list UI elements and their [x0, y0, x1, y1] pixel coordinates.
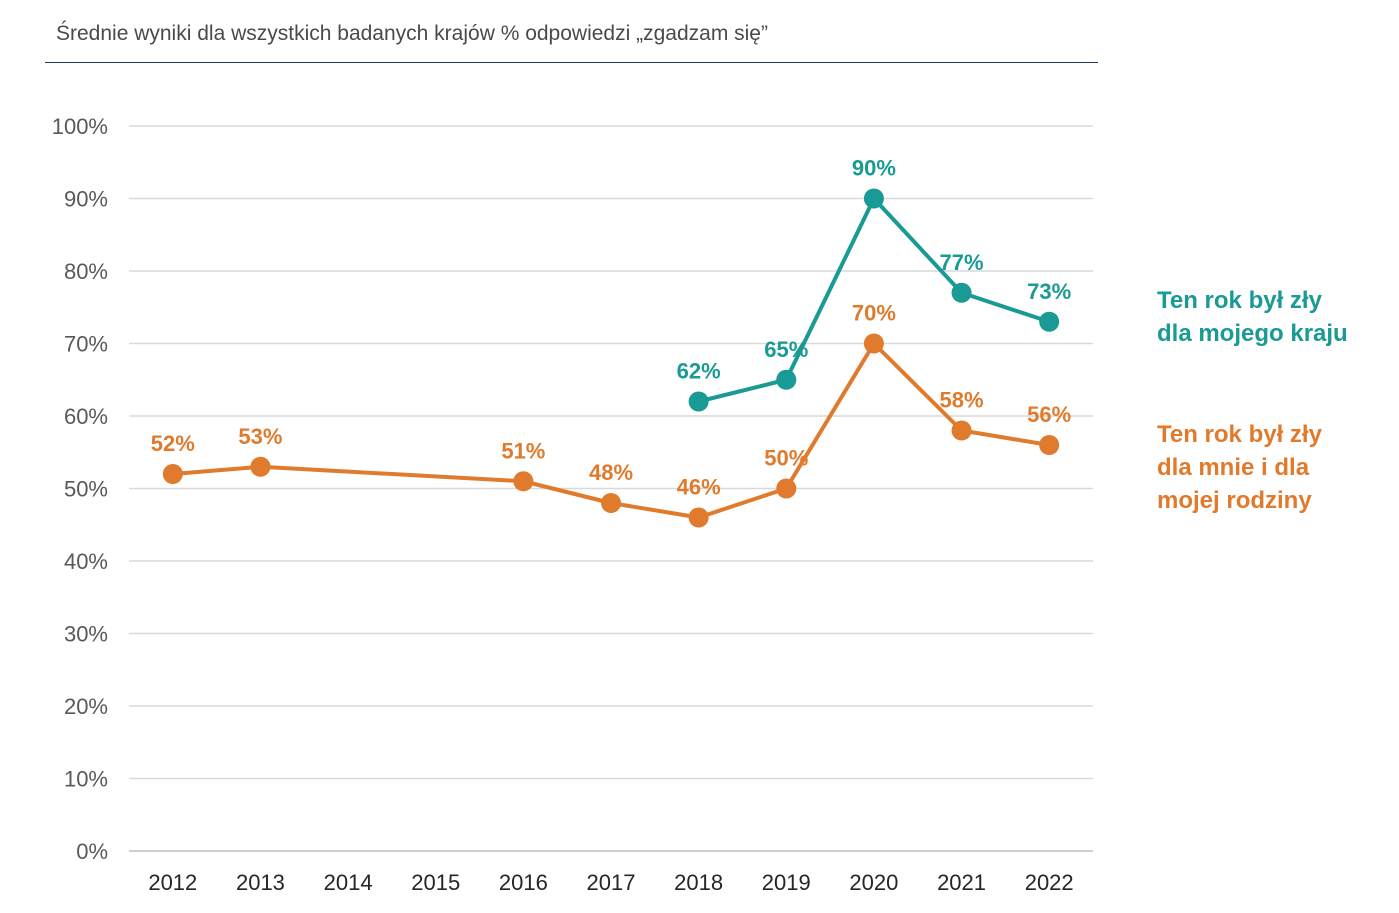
data-label: 73%: [1027, 279, 1071, 304]
y-tick-label: 30%: [64, 622, 108, 647]
data-label: 77%: [940, 250, 984, 275]
y-tick-label: 90%: [64, 187, 108, 212]
data-point: [688, 507, 709, 528]
data-label: 52%: [151, 431, 195, 456]
x-tick-label: 2012: [148, 870, 197, 895]
data-label: 70%: [852, 301, 896, 326]
data-point: [1039, 311, 1060, 332]
y-tick-label: 40%: [64, 549, 108, 574]
x-tick-label: 2022: [1025, 870, 1074, 895]
data-label: 53%: [238, 424, 282, 449]
data-label: 58%: [940, 388, 984, 413]
data-point: [1039, 435, 1060, 455]
data-label: 62%: [677, 359, 721, 384]
y-tick-label: 20%: [64, 694, 108, 719]
data-point: [688, 391, 709, 412]
data-label: 48%: [589, 460, 633, 485]
y-tick-label: 0%: [76, 839, 108, 864]
data-point: [951, 420, 972, 441]
x-tick-label: 2013: [236, 870, 285, 895]
x-tick-label: 2019: [762, 870, 811, 895]
y-tick-label: 60%: [64, 404, 108, 429]
data-point: [776, 369, 797, 390]
legend-entry-country: Ten rok był zły dla mojego kraju: [1157, 287, 1348, 347]
data-label: 56%: [1027, 402, 1071, 427]
x-tick-label: 2020: [849, 870, 898, 895]
data-point: [776, 478, 797, 499]
data-point: [601, 493, 621, 513]
data-label: 50%: [764, 446, 808, 471]
x-tick-label: 2017: [587, 870, 636, 895]
data-point: [863, 333, 884, 354]
x-tick-label: 2014: [324, 870, 373, 895]
legend-entry-family: Ten rok był zły dla mnie i dla mojej rod…: [1157, 421, 1322, 514]
data-label: 65%: [764, 337, 808, 362]
chart-title: Średnie wyniki dla wszystkich badanych k…: [56, 22, 768, 45]
data-point: [250, 456, 271, 477]
y-tick-label: 10%: [64, 767, 108, 792]
data-point: [162, 464, 183, 484]
data-point: [951, 282, 972, 303]
y-tick-label: 70%: [64, 332, 108, 357]
data-label: 90%: [852, 156, 896, 181]
x-tick-label: 2018: [674, 870, 723, 895]
data-label: 46%: [677, 475, 721, 500]
y-tick-label: 80%: [64, 259, 108, 284]
data-point: [513, 471, 534, 492]
data-point: [863, 188, 884, 209]
data-label: 51%: [501, 438, 545, 463]
y-tick-label: 100%: [52, 114, 108, 139]
series-line-1: [172, 341, 1050, 520]
x-tick-label: 2015: [411, 870, 460, 895]
x-tick-label: 2016: [499, 870, 548, 895]
y-tick-label: 50%: [64, 477, 108, 502]
x-tick-label: 2021: [937, 870, 986, 895]
title-divider: [45, 62, 1098, 63]
